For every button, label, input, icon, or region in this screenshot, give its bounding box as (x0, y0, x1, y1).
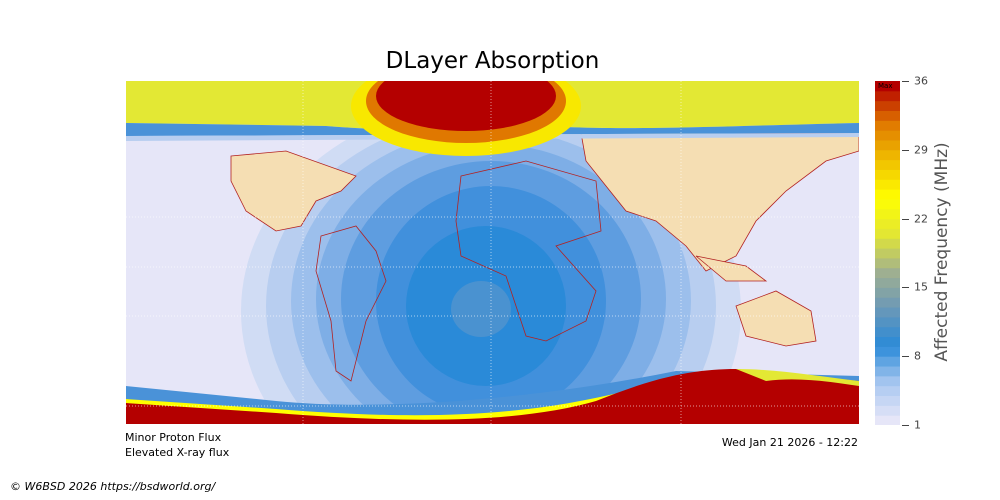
colorbar-tick-mark (902, 287, 909, 289)
colorbar-step (875, 405, 900, 416)
colorbar-step (875, 316, 900, 328)
colorbar-step (875, 179, 900, 190)
colorbar-step (875, 159, 900, 170)
colorbar-step (875, 356, 900, 367)
colorbar-step (875, 346, 900, 357)
colorbar-step (875, 326, 900, 338)
colorbar-tick-mark (902, 218, 909, 220)
colorbar-step (875, 130, 900, 141)
colorbar-step (875, 375, 900, 387)
copyright: © W6BSD 2026 https://bsdworld.org/ (10, 480, 216, 493)
colorbar-step (875, 100, 900, 111)
status-note-proton: Minor Proton Flux (125, 431, 222, 444)
colorbar-tick-label: 36 (914, 74, 928, 88)
colorbar-tick-label: 15 (914, 280, 928, 294)
timestamp: Wed Jan 21 2026 - 12:22 (721, 436, 858, 449)
north-polar-band (126, 81, 859, 156)
colorbar-step (875, 267, 900, 279)
colorbar-step (875, 385, 900, 397)
colorbar-step (875, 218, 900, 229)
colorbar-tick-mark (902, 425, 909, 426)
colorbar-step (875, 307, 900, 318)
colorbar-step (875, 189, 900, 200)
colorbar-step (875, 139, 900, 151)
colorbar-tick-label: 22 (914, 212, 928, 226)
colorbar-step (875, 287, 900, 298)
south-polar-band (126, 369, 859, 424)
colorbar-max-label: Max (878, 82, 893, 90)
absorption-map (126, 81, 859, 424)
land-day (315, 160, 602, 382)
colorbar-step (875, 395, 900, 406)
map-title: DLayer Absorption (385, 48, 600, 74)
colorbar-step (875, 208, 900, 220)
status-note-xray: Elevated X-ray flux (125, 446, 230, 459)
colorbar-step (875, 110, 900, 121)
colorbar-step (875, 198, 900, 210)
colorbar-label: Affected Frequency (MHz) (932, 142, 952, 362)
colorbar-step (875, 415, 900, 425)
colorbar-tick-mark (902, 356, 909, 358)
colorbar-tick-mark (902, 81, 909, 82)
colorbar-step (875, 277, 900, 288)
colorbar-step (875, 238, 900, 249)
colorbar-step (875, 90, 900, 102)
colorbar-step (875, 228, 900, 239)
colorbar-step (875, 257, 900, 269)
colorbar-tick-label: 1 (914, 418, 921, 432)
colorbar-step (875, 120, 900, 131)
colorbar-step (875, 366, 900, 377)
daylight-absorption-contours (241, 101, 741, 424)
colorbar-step (875, 149, 900, 161)
colorbar-tick-mark (902, 149, 909, 151)
colorbar-tick-label: 29 (914, 143, 928, 157)
colorbar-step (875, 336, 900, 347)
colorbar-step (875, 248, 900, 259)
land-night (230, 132, 859, 347)
colorbar-tick-label: 8 (914, 349, 921, 363)
colorbar-step (875, 169, 900, 180)
colorbar-step (875, 297, 900, 308)
colorbar (875, 81, 900, 425)
colorbar-step (875, 81, 900, 92)
gridlines (126, 81, 859, 424)
